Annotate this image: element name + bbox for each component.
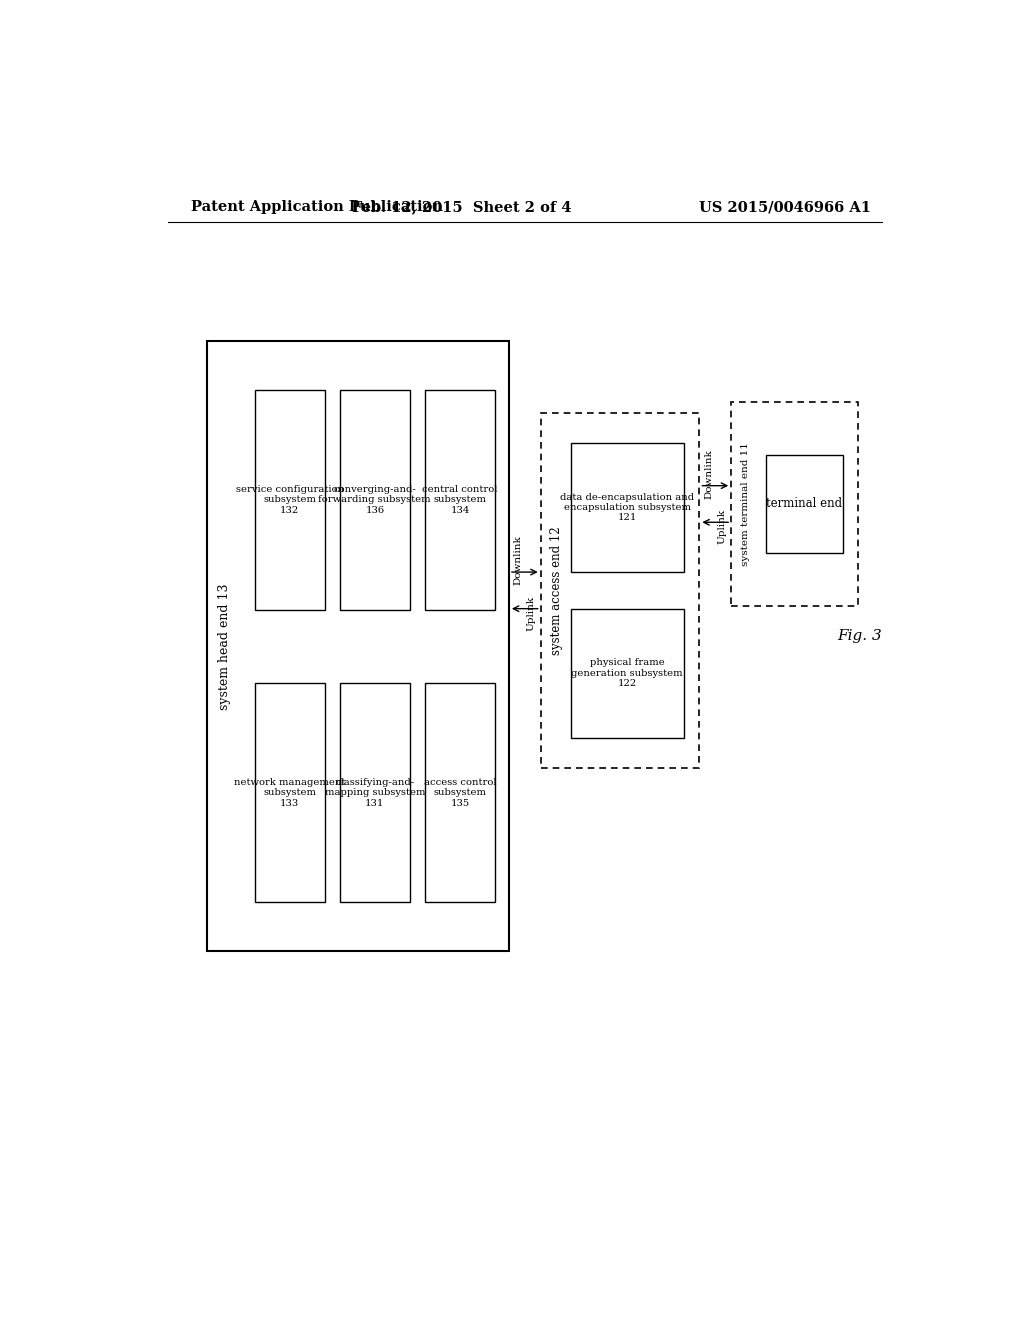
Text: central control
subsystem
134: central control subsystem 134 xyxy=(422,484,498,515)
Text: system head end 13: system head end 13 xyxy=(218,583,231,710)
Text: terminal end: terminal end xyxy=(767,498,843,511)
Text: Fig. 3: Fig. 3 xyxy=(838,630,882,643)
Bar xyxy=(570,609,684,738)
Bar xyxy=(541,412,699,768)
Bar xyxy=(731,403,858,606)
Text: data de-encapsulation and
encapsulation subsystem
121: data de-encapsulation and encapsulation … xyxy=(560,492,694,523)
Text: physical frame
generation subsystem
122: physical frame generation subsystem 122 xyxy=(571,659,683,688)
Text: Downlink: Downlink xyxy=(705,449,714,499)
Text: Feb. 12, 2015  Sheet 2 of 4: Feb. 12, 2015 Sheet 2 of 4 xyxy=(351,201,571,214)
Text: access control
subsystem
135: access control subsystem 135 xyxy=(424,777,497,808)
Bar xyxy=(340,682,410,903)
Text: system access end 12: system access end 12 xyxy=(550,527,563,655)
Bar xyxy=(207,342,509,952)
Text: service configuration
subsystem
132: service configuration subsystem 132 xyxy=(236,484,344,515)
Bar xyxy=(766,455,843,553)
Text: system terminal end 11: system terminal end 11 xyxy=(741,442,750,566)
Bar xyxy=(255,682,325,903)
Text: Patent Application Publication: Patent Application Publication xyxy=(191,201,443,214)
Text: Downlink: Downlink xyxy=(514,536,523,585)
Bar xyxy=(340,391,410,610)
Bar xyxy=(425,391,495,610)
Text: converging-and-
forwarding subsystem
136: converging-and- forwarding subsystem 136 xyxy=(318,484,431,515)
Bar xyxy=(255,391,325,610)
Text: classifying-and-
mapping subsystem
131: classifying-and- mapping subsystem 131 xyxy=(325,777,425,808)
Text: Uplink: Uplink xyxy=(526,595,536,631)
Text: network management
subsystem
133: network management subsystem 133 xyxy=(233,777,345,808)
Text: US 2015/0046966 A1: US 2015/0046966 A1 xyxy=(699,201,871,214)
Text: Uplink: Uplink xyxy=(717,510,726,544)
Bar xyxy=(425,682,495,903)
Bar xyxy=(570,444,684,572)
